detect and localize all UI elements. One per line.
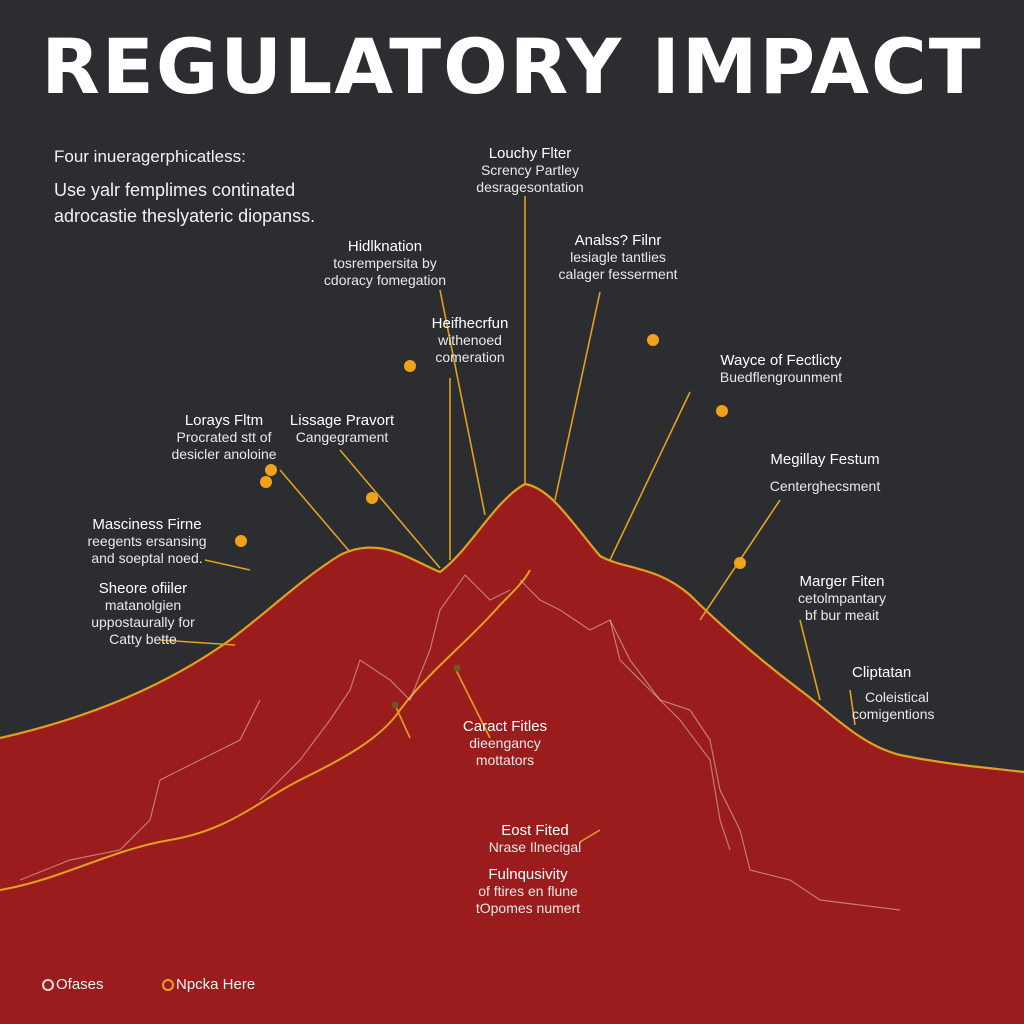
callout-text: dieengancy [469,735,541,751]
callout-title: Masciness Firne [92,516,202,533]
callout-title: Hidlknation [347,238,423,255]
leader-line [279,469,351,553]
callout-label: Wayce of Fectlicty Buedflengrounment [708,352,854,386]
callout-title: Marger Fiten [799,573,885,590]
marker-dot [647,334,659,346]
callout-text: tosrempersita by [333,255,437,271]
marker-dot [265,464,277,476]
callout-label: Megillay Festum Centerghecsment [760,451,890,495]
callout-text: reegents ersansing [87,533,207,549]
callout-text: and soeptal noed. [91,550,203,566]
marker-dot [391,701,399,709]
callout-label: Sheore ofiiler matanolgien uppostaurally… [84,580,202,648]
intro-heading: Four inueragerphicatless: [54,147,246,166]
legend-item: Npcka Here [162,976,255,993]
leader-line [204,559,251,571]
legend-item: Ofases [42,976,104,993]
legend-label: Ofases [56,976,104,993]
callout-text: matanolgien [104,597,182,613]
mountain-shape [0,484,1024,1024]
callout-title: Wayce of Fectlicty [720,352,842,369]
inner-ridge-line [0,569,531,891]
callout-title: Analss? Filnr [574,232,662,249]
callout-text: mottators [475,752,535,768]
callout-label: Fulnqusivity of ftires en flune tOpomes … [462,866,594,917]
marker-dot [260,476,272,488]
leader-line [339,449,441,569]
callout-text: calager fesserment [558,266,678,282]
leader-line [799,619,821,701]
intro-line: adrocastie theslyateric diopanss. [54,206,316,226]
circle-marker-icon [162,978,174,991]
leader-line [579,829,601,843]
marker-dot [734,557,746,569]
callout-text: Scrency Partley [480,162,580,178]
callout-title: Heifhecrfun [431,315,509,332]
marker-dot [366,492,378,504]
page-title: REGULATORY IMPACT [41,22,983,111]
callout-text: Buedflengrounment [719,369,843,385]
marker-dot [453,664,461,672]
marker-dots [235,334,746,709]
callout-label: Heifhecrfun withenoed comeration [418,315,522,366]
callout-text: tOpomes numert [475,900,581,916]
leader-line [159,639,236,646]
leader-line [609,391,691,561]
callout-text: desragesontation [476,179,584,195]
callout-label: Cliptatan Coleistical comigentions [852,664,962,723]
callout-text: bf bur meait [805,607,879,623]
callout-text: cdoracy fomegation [323,272,447,288]
leader-line [454,667,491,739]
callout-text: Centerghecsment [769,478,881,494]
marker-dot [404,360,416,372]
mountain-ridge-line [0,482,1024,774]
callout-title: Lissage Pravort [289,412,395,429]
leader-line [394,704,411,739]
callout-title: Caract Fitles [462,718,548,735]
callout-label: Eost Fited Nrase Ilnecigal [478,822,592,856]
leader-lines [159,196,856,843]
callout-label: Analss? Filnr lesiagle tantlies calager … [548,232,688,283]
callout-title: Cliptatan [852,664,912,681]
callout-text: lesiagle tantlies [570,249,666,265]
marker-dot [235,535,247,547]
callout-title: Megillay Festum [770,451,880,468]
callout-text: Procrated stt of [176,429,272,445]
callout-text: withenoed [438,332,502,348]
callout-label: Masciness Firne reegents ersansing and s… [82,516,212,567]
callout-text: Coleistical [865,689,929,705]
callout-title: Louchy Flter [488,145,572,162]
intro-line: Use yalr femplimes continated [54,180,296,200]
callout-text: desicler anoloine [171,446,277,462]
leader-line [849,689,856,726]
callout-label: Lissage Pravort Cangegrament [284,412,400,446]
callout-label: Marger Fiten cetolmpantary bf bur meait [786,573,898,624]
marker-dot [716,405,728,417]
callout-label: Caract Fitles dieengancy mottators [450,718,560,769]
callout-text: Catty bette [109,631,177,647]
callout-text: Nrase Ilnecigal [488,839,582,855]
callout-title: Sheore ofiiler [98,580,188,597]
callout-title: Lorays Fltm [184,412,264,429]
mountain-crack-lines [19,574,901,911]
callout-text: of ftires en flune [478,883,578,899]
legend-label: Npcka Here [176,976,256,993]
callout-text: Cangegrament [295,429,389,445]
circle-outline-icon [42,978,54,991]
callout-label: Lorays Fltm Procrated stt of desicler an… [162,412,286,463]
callout-label: Hidlknation tosrempersita by cdoracy fom… [305,238,465,289]
callout-text: comigentions [852,706,935,722]
leader-line [554,291,601,501]
callout-text: cetolmpantary [798,590,886,606]
callout-title: Fulnqusivity [488,866,568,883]
callout-text: comeration [435,349,505,365]
callout-text: uppostaurally for [91,614,195,630]
leader-line [439,289,486,516]
callout-title: Eost Fited [501,822,569,839]
callout-label: Louchy Flter Scrency Partley desragesont… [465,145,595,196]
